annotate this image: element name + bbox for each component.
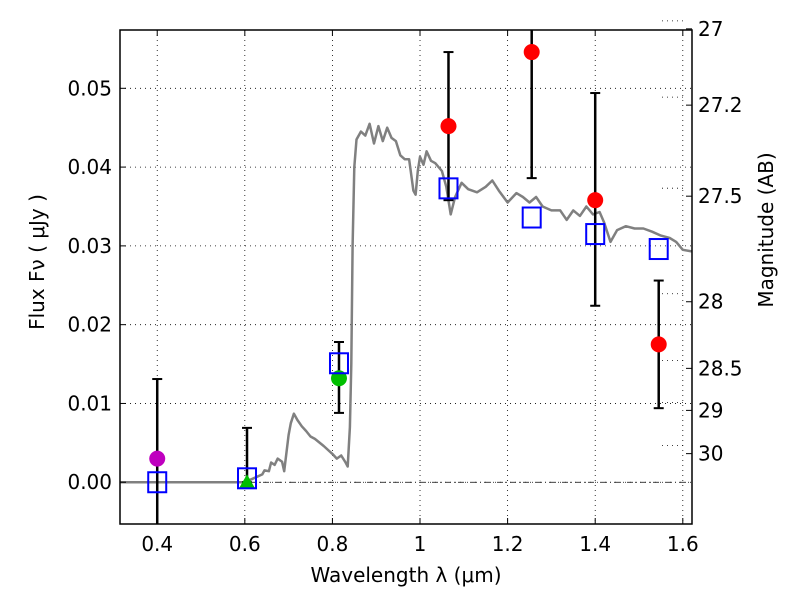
model-point-square [521, 206, 542, 229]
x-tick-label: 1.6 [667, 532, 699, 556]
x-tick-label: 0.4 [141, 532, 173, 556]
model-point-square [147, 471, 168, 494]
series-observed-red [440, 30, 667, 410]
x-tick-label: 0.8 [317, 532, 349, 556]
model-point-square [328, 352, 349, 375]
x-axis-label: Wavelength λ (μm) [310, 563, 501, 587]
right-axis-ticks: 27 27.2 27.5 28 28.5 29 30 [686, 17, 743, 466]
model-point-square [585, 223, 606, 246]
data-point [650, 336, 667, 353]
data-point-triangle [239, 474, 256, 489]
x-tick-label: 1.4 [579, 532, 611, 556]
series-observed-upper-limit-magenta [149, 378, 166, 524]
data-point [149, 450, 166, 467]
grid [120, 20, 692, 524]
y-axis-label: Flux Fν ( μJy ) [25, 194, 49, 330]
x-tick-label: 1 [414, 532, 427, 556]
series-model-photometry [147, 177, 669, 494]
series-observed-green-triangle [239, 426, 256, 489]
data-point [523, 44, 540, 61]
right-tick-label: 30 [698, 442, 723, 466]
right-tick-label: 28 [698, 290, 723, 314]
model-point-square [438, 177, 459, 200]
plot-area [120, 30, 692, 524]
right-tick-label: 27.5 [698, 184, 743, 208]
right-tick-label: 29 [698, 398, 723, 422]
right-tick-label: 27.2 [698, 93, 743, 117]
y-tick-label: 0.00 [67, 470, 112, 494]
model-spectrum-line [120, 122, 692, 484]
y-tick-label: 0.04 [67, 155, 112, 179]
y-axis-ticks: 0.00 0.01 0.02 0.03 0.04 0.05 [67, 76, 126, 494]
x-tick-label: 1.2 [492, 532, 524, 556]
series-model-spectrum [120, 122, 692, 484]
axes-frame [119, 29, 693, 525]
right-axis-label: Magnitude (AB) [754, 152, 778, 307]
y-tick-label: 0.03 [67, 234, 112, 258]
y-tick-label: 0.05 [67, 76, 112, 100]
data-point [440, 118, 457, 135]
x-tick-label: 0.6 [229, 532, 261, 556]
model-point-square [237, 467, 258, 490]
right-tick-label: 27 [698, 17, 723, 41]
data-point [587, 192, 604, 209]
y-tick-label: 0.02 [67, 313, 112, 337]
model-point-square [648, 238, 669, 261]
x-axis-ticks: 0.4 0.6 0.8 1 1.2 1.4 1.6 [141, 30, 699, 556]
right-tick-label: 28.5 [698, 356, 743, 380]
y-tick-label: 0.01 [67, 391, 112, 415]
